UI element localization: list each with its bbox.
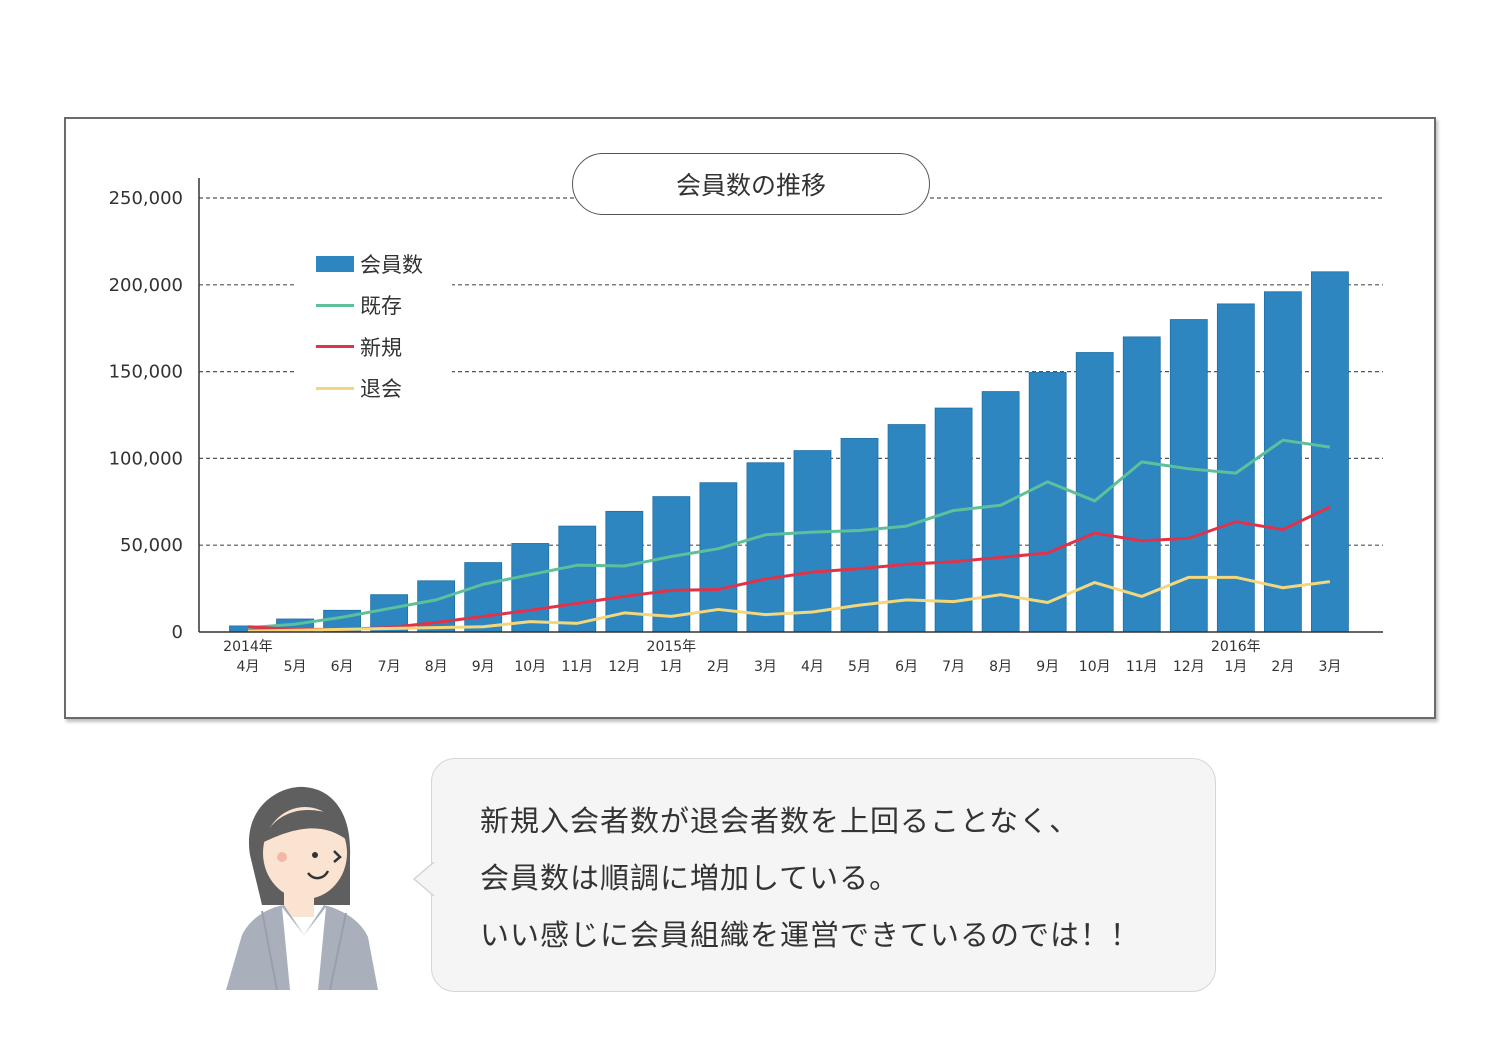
- x-tick-label: 6月: [895, 659, 918, 675]
- x-tick-label: 3月: [1318, 659, 1341, 675]
- x-tick-label: 7月: [378, 659, 401, 675]
- y-tick-label: 200,000: [109, 275, 183, 296]
- x-tick-label: 1月: [660, 659, 683, 675]
- speech-bubble: [431, 758, 1216, 992]
- line-series: [247, 438, 1331, 633]
- y-tick-label: 50,000: [120, 535, 183, 556]
- legend-label: 会員数: [360, 252, 423, 277]
- legend-item-members: 会員数: [316, 243, 423, 285]
- x-tick-label: 5月: [848, 659, 871, 675]
- speech-bubble-tail: [412, 862, 436, 896]
- y-tick-label: 150,000: [109, 362, 183, 383]
- bar-16: [981, 391, 1020, 633]
- jacket-lapel: [261, 910, 347, 990]
- bar-22: [1263, 291, 1302, 633]
- speech-line: いい感じに会員組織を運営できているのでは！！: [480, 918, 1141, 952]
- speech-line: 会員数は順調に増加している。: [480, 861, 900, 895]
- speech-line: 新規入会者数が退会者数を上回ることなく、: [480, 804, 1080, 838]
- bar-18: [1075, 352, 1114, 633]
- x-tick-label: 11月: [1126, 659, 1158, 675]
- legend-item-cancel: 退会: [316, 368, 423, 410]
- legend-label: 退会: [360, 377, 402, 402]
- x-year-label: 2016年: [1211, 639, 1261, 655]
- x-tick-label: 4月: [237, 659, 260, 675]
- bar-9: [652, 496, 691, 633]
- bar-series: [229, 271, 1349, 633]
- legend-swatch: [316, 303, 354, 307]
- x-tick-label: 12月: [1173, 659, 1205, 675]
- bar-17: [1028, 372, 1067, 633]
- bar-15: [934, 407, 973, 633]
- x-year-label: 2014年: [223, 639, 273, 655]
- x-tick-label: 10月: [514, 659, 546, 675]
- x-tick-label: 2月: [1271, 659, 1294, 675]
- legend-swatch: [316, 386, 354, 390]
- bangs: [262, 810, 347, 843]
- y-tick-label: 100,000: [109, 448, 183, 469]
- legend-swatch: [316, 255, 354, 272]
- x-tick-label: 8月: [425, 659, 448, 675]
- bar-10: [699, 482, 738, 633]
- bar-12: [793, 450, 832, 633]
- bar-6: [511, 543, 550, 633]
- legend-item-existing: 既存: [316, 285, 423, 327]
- x-tick-label: 8月: [989, 659, 1012, 675]
- x-tick-label: 10月: [1079, 659, 1111, 675]
- x-year-label: 2015年: [647, 639, 697, 655]
- y-tick-labels: 0 50,000 100,000 150,000 200,000 250,000: [109, 188, 183, 643]
- x-tick-label: 5月: [284, 659, 307, 675]
- bar-21: [1216, 303, 1255, 633]
- chart-title: 会員数の推移: [572, 153, 930, 215]
- x-tick-label: 1月: [1224, 659, 1247, 675]
- series-line-0: [247, 438, 1331, 630]
- bar-5: [464, 562, 503, 633]
- bar-20: [1169, 319, 1208, 633]
- x-tick-label: 3月: [754, 659, 777, 675]
- bar-11: [746, 462, 785, 633]
- x-tick-label: 4月: [801, 659, 824, 675]
- eye-icon: [312, 852, 318, 858]
- x-tick-labels: 4月 5月 6月 7月 8月 9月 10月 11月 12月 1月 2月 3月 4月 5月 6月 7月 8月 9月 1…: [223, 639, 1341, 675]
- legend-label: 新規: [360, 335, 402, 360]
- bar-7: [558, 525, 597, 633]
- series-line-2: [247, 575, 1331, 633]
- smile-icon: [307, 870, 330, 880]
- x-tick-label: 11月: [561, 659, 593, 675]
- y-tick-label: 250,000: [109, 188, 183, 209]
- speech-text: 新規入会者数が退会者数を上回ることなく、 会員数は順調に増加している。 いい感じ…: [480, 793, 1140, 964]
- bar-13: [840, 438, 879, 633]
- y-tick-label: 0: [172, 622, 183, 643]
- axes: [198, 178, 1383, 633]
- person-avatar: [226, 786, 378, 990]
- legend: 会員数 既存 新規 退会: [316, 243, 423, 409]
- legend-swatch: [316, 345, 354, 349]
- legend-item-new: 新規: [316, 326, 423, 368]
- shirt: [282, 907, 326, 990]
- ear: [277, 852, 287, 862]
- wink-icon: [333, 850, 342, 863]
- x-tick-label: 6月: [331, 659, 354, 675]
- bar-23: [1311, 271, 1349, 633]
- bar-19: [1122, 336, 1161, 633]
- x-tick-label: 9月: [1036, 659, 1059, 675]
- x-tick-label: 2月: [707, 659, 730, 675]
- legend-label: 既存: [360, 294, 402, 319]
- x-tick-label: 7月: [942, 659, 965, 675]
- x-tick-label: 9月: [472, 659, 495, 675]
- series-line-1: [247, 505, 1331, 631]
- grid-lines: [199, 197, 1383, 546]
- x-tick-label: 12月: [608, 659, 640, 675]
